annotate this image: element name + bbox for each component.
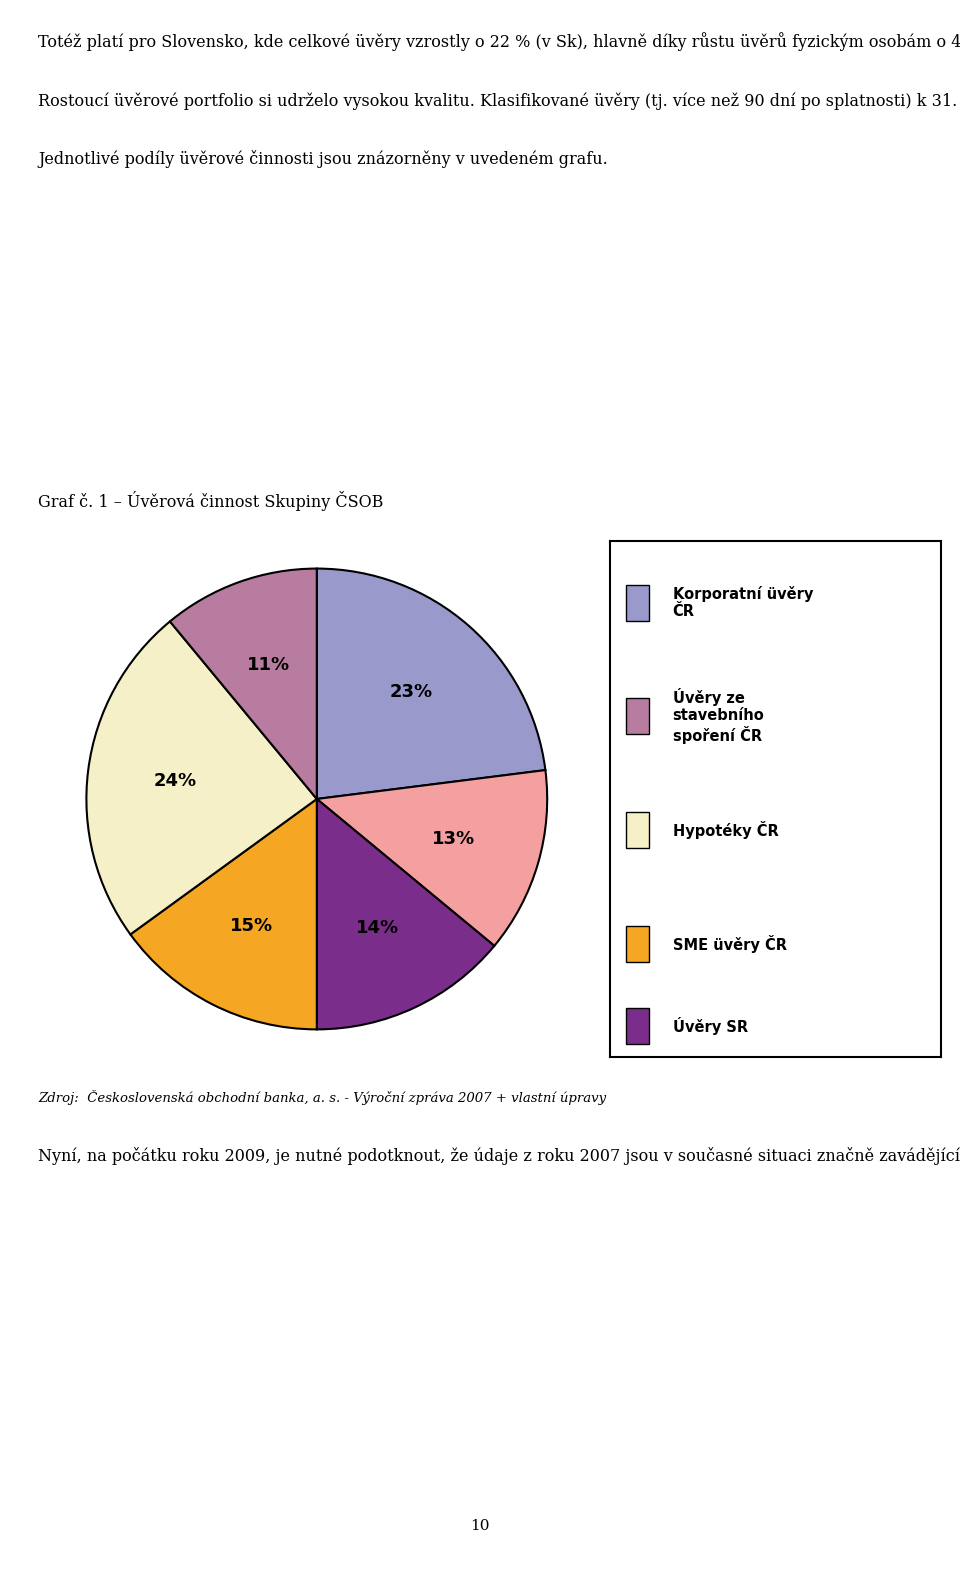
Text: Nyní, na počátku roku 2009, je nutné podotknout, že údaje z roku 2007 jsou v sou: Nyní, na počátku roku 2009, je nutné pod…: [38, 1145, 960, 1165]
Text: 23%: 23%: [390, 682, 433, 701]
Wedge shape: [317, 569, 545, 798]
Text: Zdroj:  Československá obchodní banka, a. s. - Výroční zpráva 2007 + vlastní úpr: Zdroj: Československá obchodní banka, a.…: [38, 1089, 607, 1105]
Text: 11%: 11%: [247, 655, 290, 674]
Bar: [626, 812, 649, 847]
Wedge shape: [86, 622, 317, 935]
Bar: [626, 585, 649, 620]
Text: Graf č. 1 – Úvěrová činnost Skupiny ČSOB: Graf č. 1 – Úvěrová činnost Skupiny ČSOB: [38, 491, 384, 510]
Text: Hypotéky ČR: Hypotéky ČR: [673, 820, 779, 840]
Bar: [626, 698, 649, 735]
Wedge shape: [131, 798, 317, 1029]
Wedge shape: [170, 569, 317, 798]
Text: 13%: 13%: [432, 830, 475, 847]
Bar: [626, 925, 649, 962]
Text: Úvěry SR: Úvěry SR: [673, 1018, 748, 1035]
Text: SME üvěry ČR: SME üvěry ČR: [673, 935, 786, 952]
Wedge shape: [317, 798, 494, 1029]
Text: 24%: 24%: [154, 773, 197, 790]
Text: 15%: 15%: [230, 917, 274, 935]
Text: 10: 10: [470, 1520, 490, 1533]
Text: Totéž platí pro Slovensko, kde celkové üvěry vzrostly o 22 % (v Sk), hlavně díky: Totéž platí pro Slovensko, kde celkové ü…: [38, 32, 960, 169]
Wedge shape: [317, 770, 547, 946]
Text: 14%: 14%: [356, 919, 399, 937]
Text: Korporatní üvěry
ČR: Korporatní üvěry ČR: [673, 585, 813, 620]
Text: Úvěry ze
stavebního
spoření ČR: Úvěry ze stavebního spoření ČR: [673, 688, 764, 744]
Bar: [626, 1008, 649, 1045]
